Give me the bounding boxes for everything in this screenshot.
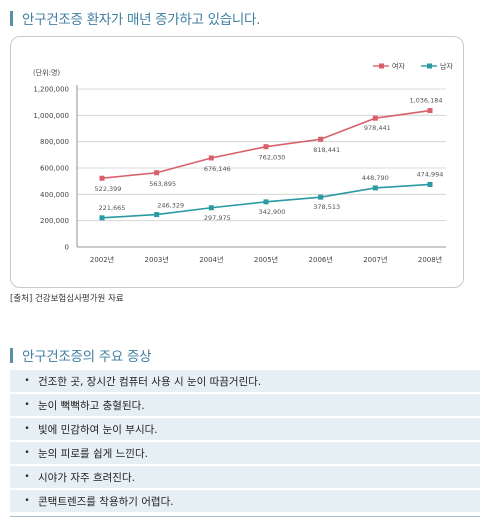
data-label: 448,790 [362,174,389,182]
data-point [427,108,433,114]
list-item: • 빛에 민감하여 눈이 부시다. [10,418,480,440]
x-tick-label: 2003년 [145,255,169,264]
series: 522,399 563,895 676,146 762,030 818,441 978,4… [95,97,444,222]
legend-label: 남자 [440,62,453,71]
y-tick-label: 400,000 [40,191,69,199]
x-tick-label: 2002년 [90,255,114,264]
y-tick-label: 600,000 [40,165,69,173]
x-tick-label: 2005년 [254,255,278,264]
data-point [154,170,160,176]
x-tick-label: 2008년 [418,255,442,264]
unit-label: (단위:명) [33,68,60,77]
symptoms-bar [10,347,13,363]
chart-panel: 여자 남자 (단위:명) 0 200,000 400,000 600,000 800,00… [10,36,464,288]
data-label: 246,329 [157,202,184,210]
data-point [208,155,214,161]
data-point [263,199,269,205]
data-point [263,144,269,150]
y-tick-label: 1,200,000 [33,86,69,94]
bullet: • [24,472,30,482]
legend-label: 여자 [392,62,405,71]
data-label: 378,513 [313,203,340,211]
bullet: • [24,424,30,434]
data-label: 1,036,184 [409,97,442,105]
y-tick-label: 200,000 [40,217,69,225]
y-axis: 0 200,000 400,000 600,000 800,000 1,000,000 1,… [33,85,78,252]
data-label: 762,030 [259,154,286,162]
data-label: 818,441 [313,146,340,154]
header-bar [10,10,13,26]
symptoms-title: 안구건조증의 주요 증상 [22,349,152,365]
data-point [99,215,105,221]
source-note: [출처] 건강보험심사평가원 자료 [10,294,124,304]
bullet: • [24,376,30,386]
x-axis: 2002년 2003년 2004년 2005년 2006년 2007년 2008년 [77,246,446,264]
data-point [318,194,324,200]
bullet: • [24,400,30,410]
data-point [372,115,378,121]
legend-swatch-marker [427,63,432,69]
y-tick-label: 0 [65,244,69,252]
symptom-text: 눈의 피로를 쉽게 느낀다. [38,447,148,460]
symptom-text: 건조한 곳, 장시간 컴퓨터 사용 시 눈이 따끔거린다. [38,375,262,388]
bullet: • [24,448,30,458]
x-tick-label: 2006년 [309,255,333,264]
data-point [372,185,378,191]
data-label: 563,895 [149,180,176,188]
list-item: • 눈의 피로를 쉽게 느낀다. [10,442,480,464]
line-chart: 여자 남자 (단위:명) 0 200,000 400,000 600,000 800,00… [33,62,453,265]
data-point [427,181,433,187]
y-tick-label: 1,000,000 [33,112,69,120]
list-item: • 건조한 곳, 장시간 컴퓨터 사용 시 눈이 따끔거린다. [10,370,480,392]
symptom-text: 시야가 자주 흐려진다. [38,471,135,484]
grid [77,88,446,222]
data-point [154,212,160,218]
list-item: • 눈이 뻑뻑하고 충혈된다. [10,394,480,416]
symptom-text: 빛에 민감하여 눈이 부시다. [38,423,158,436]
page-title: 안구건조증 환자가 매년 증가하고 있습니다. [22,12,261,28]
data-label: 522,399 [95,185,122,193]
data-label: 221,665 [99,204,126,212]
symptom-text: 콘택트렌즈를 착용하기 어렵다. [38,495,174,508]
x-tick-label: 2007년 [363,255,387,264]
symptom-list: • 건조한 곳, 장시간 컴퓨터 사용 시 눈이 따끔거린다. • 눈이 뻑뻑하고 … [10,370,480,514]
data-label: 297,975 [204,214,231,222]
legend-swatch-marker [379,63,384,69]
data-point [208,205,214,211]
symptoms-header: 안구건조증의 주요 증상 [10,345,151,365]
data-label: 978,441 [364,124,391,132]
data-label: 342,900 [259,208,286,216]
header: 안구건조증 환자가 매년 증가하고 있습니다. [10,8,260,28]
x-tick-label: 2004년 [199,255,223,264]
data-label: 676,146 [204,165,231,173]
data-point [99,175,105,181]
list-bottom-rule [10,516,480,517]
data-point [318,136,324,142]
bullet: • [24,496,30,506]
chart-legend: 여자 남자 [373,62,453,71]
list-item: • 콘택트렌즈를 착용하기 어렵다. [10,490,480,512]
y-tick-label: 800,000 [40,138,69,146]
data-label: 474,994 [417,170,444,178]
list-item: • 시야가 자주 흐려진다. [10,466,480,488]
symptom-text: 눈이 뻑뻑하고 충혈된다. [38,399,145,412]
